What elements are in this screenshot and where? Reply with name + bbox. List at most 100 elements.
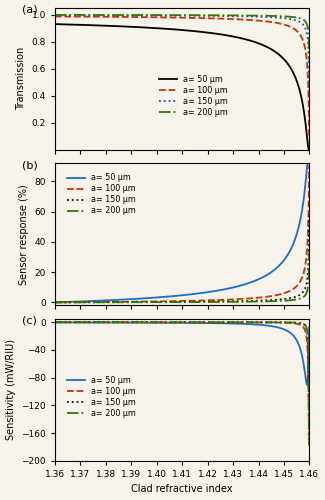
a= 100 μm (223, 16, 227, 22)
a= 200 μm (244, 320, 248, 326)
a= 100 μm (168, 14, 172, 20)
a= 150 μm (168, 319, 172, 325)
a= 200 μm (307, 442, 311, 448)
a= 150 μm (168, 299, 172, 305)
a= 100 μm (307, 134, 311, 140)
a= 150 μm (203, 319, 207, 325)
a= 100 μm (53, 14, 57, 20)
a= 50 μm (168, 320, 172, 326)
Text: (c): (c) (22, 316, 37, 326)
a= 150 μm (118, 299, 122, 305)
a= 200 μm (118, 12, 122, 18)
a= 150 μm (244, 298, 248, 304)
a= 100 μm (223, 320, 227, 326)
a= 150 μm (244, 14, 248, 20)
Legend: a= 50 μm, a= 100 μm, a= 150 μm, a= 200 μm: a= 50 μm, a= 100 μm, a= 150 μm, a= 200 μ… (64, 372, 139, 421)
a= 50 μm (98, 22, 102, 28)
a= 150 μm (307, 440, 311, 446)
a= 50 μm (223, 320, 227, 326)
Text: (a): (a) (22, 5, 37, 15)
a= 150 μm (203, 13, 207, 19)
a= 200 μm (223, 319, 227, 325)
a= 200 μm (168, 299, 172, 305)
a= 150 μm (53, 319, 57, 325)
a= 50 μm (307, 148, 311, 154)
a= 200 μm (53, 319, 57, 325)
a= 200 μm (168, 12, 172, 18)
a= 200 μm (244, 12, 248, 18)
Y-axis label: Transmission: Transmission (16, 47, 26, 110)
Line: a= 100 μm: a= 100 μm (55, 16, 309, 138)
a= 150 μm (244, 320, 248, 326)
a= 200 μm (98, 300, 102, 306)
a= 100 μm (98, 299, 102, 305)
a= 150 μm (223, 320, 227, 326)
a= 200 μm (53, 12, 57, 18)
a= 150 μm (118, 319, 122, 325)
Y-axis label: Sensitivity (mW/RIU): Sensitivity (mW/RIU) (6, 340, 16, 440)
a= 50 μm (244, 36, 248, 43)
Line: a= 200 μm: a= 200 μm (55, 15, 309, 60)
a= 50 μm (203, 29, 207, 35)
a= 200 μm (244, 298, 248, 304)
a= 100 μm (118, 319, 122, 325)
a= 200 μm (223, 299, 227, 305)
a= 200 μm (118, 300, 122, 306)
a= 50 μm (223, 32, 227, 38)
Legend: a= 50 μm, a= 100 μm, a= 150 μm, a= 200 μm: a= 50 μm, a= 100 μm, a= 150 μm, a= 200 μ… (156, 72, 231, 120)
Line: a= 50 μm: a= 50 μm (55, 24, 309, 150)
Line: a= 150 μm: a= 150 μm (55, 216, 309, 302)
a= 100 μm (98, 319, 102, 325)
Line: a= 100 μm: a= 100 μm (55, 322, 309, 440)
a= 50 μm (53, 320, 57, 326)
Line: a= 100 μm: a= 100 μm (55, 165, 309, 302)
Legend: a= 50 μm, a= 100 μm, a= 150 μm, a= 200 μm: a= 50 μm, a= 100 μm, a= 150 μm, a= 200 μ… (64, 170, 139, 218)
a= 200 μm (203, 319, 207, 325)
a= 150 μm (203, 298, 207, 304)
a= 100 μm (244, 296, 248, 302)
a= 100 μm (203, 15, 207, 21)
a= 50 μm (53, 300, 57, 306)
a= 100 μm (307, 437, 311, 443)
a= 200 μm (307, 58, 311, 64)
a= 100 μm (223, 297, 227, 303)
Y-axis label: Sensor response (%): Sensor response (%) (19, 184, 29, 284)
a= 100 μm (53, 319, 57, 325)
a= 150 μm (307, 212, 311, 218)
a= 200 μm (168, 319, 172, 325)
X-axis label: Clad refractive index: Clad refractive index (131, 484, 233, 494)
a= 100 μm (98, 14, 102, 20)
a= 150 μm (53, 12, 57, 18)
a= 100 μm (203, 298, 207, 304)
a= 50 μm (305, 382, 309, 388)
a= 50 μm (118, 24, 122, 30)
a= 100 μm (118, 14, 122, 20)
a= 50 μm (203, 320, 207, 326)
a= 150 μm (118, 12, 122, 18)
Line: a= 50 μm: a= 50 μm (55, 151, 309, 302)
a= 200 μm (118, 319, 122, 325)
Line: a= 200 μm: a= 200 μm (55, 252, 309, 302)
a= 150 μm (307, 90, 311, 96)
a= 150 μm (168, 12, 172, 18)
a= 200 μm (223, 12, 227, 18)
a= 200 μm (307, 248, 311, 254)
a= 50 μm (244, 281, 248, 287)
a= 50 μm (98, 298, 102, 304)
a= 50 μm (244, 321, 248, 327)
a= 50 μm (307, 324, 311, 330)
a= 50 μm (223, 286, 227, 292)
a= 50 μm (168, 26, 172, 32)
Line: a= 150 μm: a= 150 μm (55, 322, 309, 444)
a= 50 μm (118, 296, 122, 302)
a= 200 μm (98, 12, 102, 18)
a= 150 μm (223, 13, 227, 19)
a= 200 μm (53, 300, 57, 306)
a= 150 μm (223, 298, 227, 304)
a= 200 μm (203, 299, 207, 305)
Line: a= 200 μm: a= 200 μm (55, 322, 309, 446)
a= 100 μm (244, 16, 248, 22)
Line: a= 150 μm: a= 150 μm (55, 16, 309, 92)
a= 50 μm (98, 320, 102, 326)
a= 150 μm (98, 300, 102, 306)
